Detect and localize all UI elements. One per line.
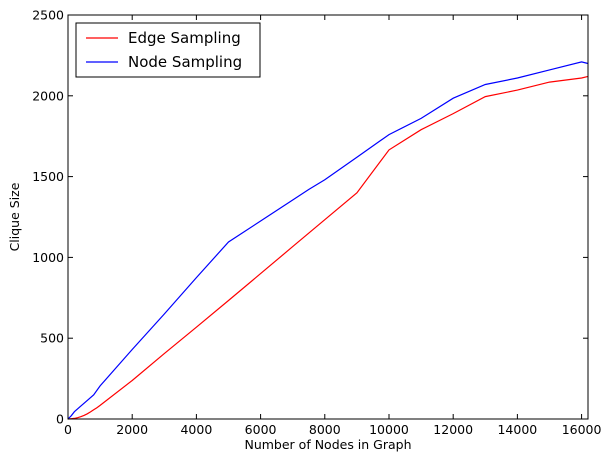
x-tick-label: 16000: [562, 422, 602, 437]
x-tick-label: 0: [64, 422, 72, 437]
x-tick-label: 12000: [433, 422, 473, 437]
series-line-edge-sampling: [67, 75, 589, 420]
x-tick-label: 2000: [116, 422, 148, 437]
ticks-layer: 0 2000 4000 6000 8000 10000 12000 14000 16000 0 50…: [32, 8, 601, 438]
y-axis-label: Clique Size: [7, 182, 22, 251]
y-tick-label: 0: [56, 412, 64, 427]
y-tick-label: 2500: [32, 8, 64, 23]
y-tick-label: 1500: [32, 169, 64, 184]
plot-frame: [67, 14, 589, 420]
legend-box: [75, 22, 261, 78]
legend-label-edge-sampling: Edge Sampling: [128, 29, 241, 47]
legend: Edge Sampling Node Sampling: [75, 22, 261, 78]
x-tick-label: 4000: [180, 422, 212, 437]
x-tick-label: 10000: [369, 422, 409, 437]
y-tick-label: 2000: [32, 88, 64, 103]
y-tick-label: 500: [40, 331, 64, 346]
x-tick-label: 6000: [245, 422, 277, 437]
x-tick-label: 14000: [497, 422, 537, 437]
x-axis-label: Number of Nodes in Graph: [244, 437, 411, 452]
x-tick-label: 8000: [309, 422, 341, 437]
y-tick-label: 1000: [32, 250, 64, 265]
legend-label-node-sampling: Node Sampling: [128, 53, 242, 71]
series-line-node-sampling: [67, 61, 589, 420]
series-layer: [67, 61, 589, 420]
